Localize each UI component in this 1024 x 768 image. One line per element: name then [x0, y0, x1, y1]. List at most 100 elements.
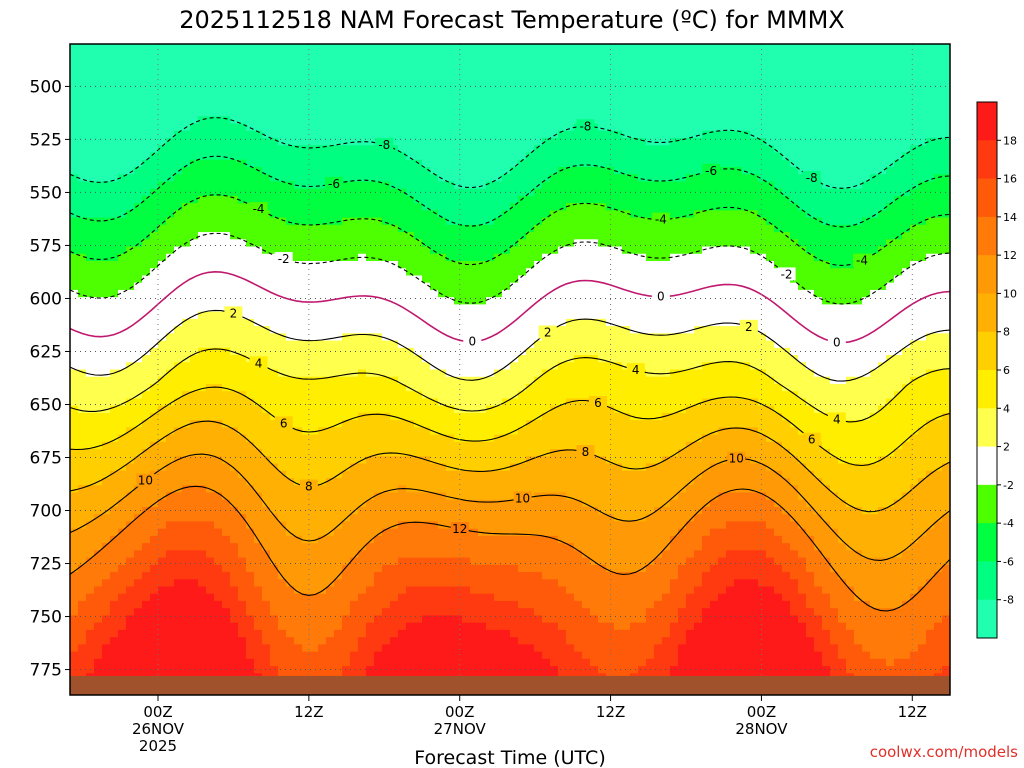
temperature-cell — [86, 557, 95, 566]
temperature-cell — [198, 586, 207, 595]
temperature-cell — [390, 579, 399, 588]
temperature-cell — [422, 159, 431, 168]
temperature-cell — [94, 51, 103, 60]
temperature-cell — [358, 441, 367, 450]
temperature-cell — [470, 275, 479, 284]
temperature-cell — [78, 629, 87, 638]
temperature-cell — [238, 463, 247, 472]
temperature-cell — [238, 666, 247, 674]
temperature-cell — [110, 109, 119, 117]
temperature-cell — [398, 340, 407, 349]
temperature-cell — [438, 188, 447, 197]
temperature-cell — [158, 622, 167, 631]
temperature-cell — [286, 550, 295, 559]
temperature-cell — [166, 318, 175, 327]
temperature-cell — [342, 318, 351, 327]
temperature-cell — [174, 297, 183, 305]
temperature-cell — [334, 514, 343, 522]
temperature-cell — [342, 434, 351, 443]
temperature-cell — [494, 109, 503, 117]
temperature-cell — [502, 608, 511, 617]
temperature-cell — [134, 203, 143, 211]
temperature-cell — [422, 478, 431, 486]
temperature-cell — [102, 58, 111, 67]
temperature-cell — [310, 362, 319, 371]
temperature-cell — [422, 564, 431, 573]
temperature-cell — [422, 333, 431, 342]
temperature-cell — [486, 535, 495, 544]
temperature-cell — [478, 557, 487, 566]
temperature-cell — [318, 420, 327, 428]
temperature-cell — [310, 376, 319, 385]
temperature-cell — [70, 600, 79, 609]
temperature-cell — [406, 261, 415, 269]
temperature-cell — [190, 181, 199, 190]
temperature-cell — [78, 340, 87, 349]
temperature-cell — [318, 644, 327, 653]
temperature-cell — [278, 203, 287, 211]
temperature-cell — [494, 333, 503, 342]
temperature-cell — [246, 427, 255, 436]
temperature-cell — [462, 463, 471, 472]
temperature-cell — [230, 579, 239, 588]
temperature-cell — [102, 427, 111, 436]
temperature-cell — [446, 80, 455, 88]
temperature-cell — [422, 557, 431, 566]
temperature-cell — [190, 449, 199, 457]
temperature-cell — [222, 405, 231, 414]
temperature-cell — [302, 492, 311, 501]
temperature-cell — [374, 586, 383, 595]
temperature-cell — [230, 318, 239, 327]
temperature-cell — [382, 340, 391, 349]
temperature-cell — [430, 420, 439, 428]
temperature-cell — [190, 441, 199, 450]
temperature-cell — [118, 261, 127, 269]
temperature-cell — [494, 528, 503, 537]
temperature-cell — [286, 116, 295, 125]
temperature-cell — [86, 550, 95, 559]
temperature-cell — [374, 644, 383, 653]
temperature-cell — [158, 383, 167, 392]
temperature-cell — [462, 405, 471, 414]
temperature-cell — [150, 72, 159, 81]
temperature-cell — [374, 608, 383, 617]
temperature-cell — [414, 80, 423, 88]
temperature-cell — [302, 318, 311, 327]
temperature-cell — [246, 637, 255, 645]
temperature-cell — [318, 217, 327, 226]
temperature-cell — [158, 441, 167, 450]
temperature-cell — [286, 318, 295, 327]
temperature-cell — [238, 492, 247, 501]
temperature-cell — [198, 246, 207, 255]
temperature-cell — [286, 651, 295, 660]
temperature-cell — [174, 80, 183, 88]
temperature-cell — [222, 600, 231, 609]
temperature-cell — [454, 145, 463, 154]
temperature-cell — [334, 550, 343, 559]
temperature-cell — [414, 449, 423, 457]
temperature-cell — [478, 470, 487, 479]
temperature-cell — [310, 116, 319, 125]
temperature-cell — [414, 116, 423, 125]
temperature-cell — [486, 58, 495, 67]
temperature-cell — [334, 311, 343, 320]
temperature-cell — [230, 550, 239, 559]
temperature-cell — [190, 224, 199, 233]
temperature-cell — [486, 434, 495, 443]
temperature-cell — [102, 232, 111, 240]
temperature-cell — [454, 622, 463, 631]
temperature-cell — [198, 188, 207, 197]
temperature-cell — [382, 239, 391, 248]
temperature-cell — [358, 159, 367, 168]
temperature-cell — [438, 557, 447, 566]
temperature-cell — [422, 188, 431, 197]
temperature-cell — [318, 101, 327, 110]
temperature-cell — [270, 666, 279, 674]
temperature-cell — [406, 138, 415, 146]
temperature-cell — [326, 449, 335, 457]
temperature-cell — [246, 528, 255, 537]
temperature-cell — [110, 123, 119, 132]
temperature-cell — [118, 420, 127, 428]
temperature-cell — [318, 383, 327, 392]
temperature-cell — [294, 355, 303, 363]
